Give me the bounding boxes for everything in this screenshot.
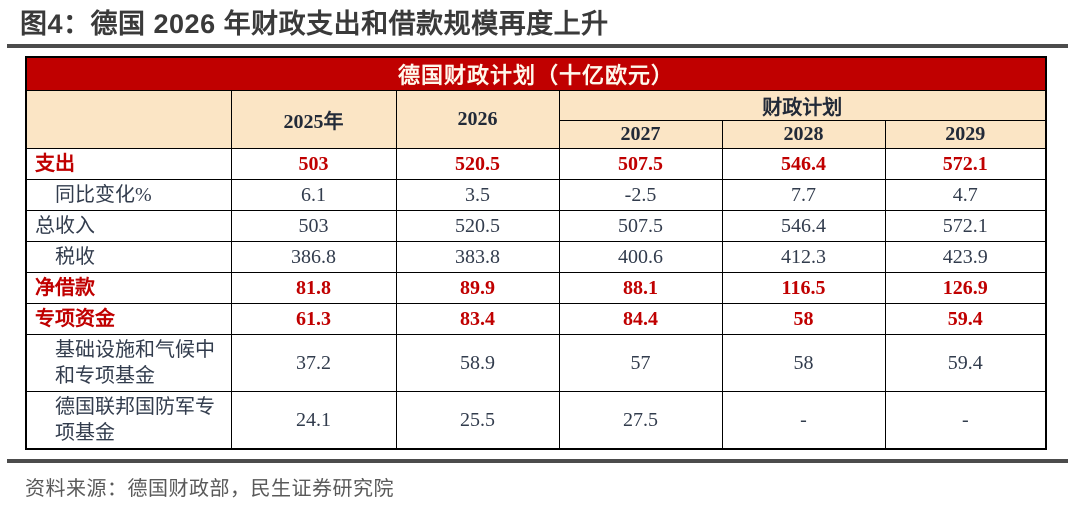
col-header-2029: 2029	[884, 120, 1047, 149]
table-cell: 61.3	[230, 303, 397, 335]
table-row: 基础设施和气候中 和专项基金 37.2 58.9 57 58 59.4	[25, 334, 1047, 392]
row-label: 税收	[25, 241, 232, 273]
table-row: 专项资金 61.3 83.4 84.4 58 59.4	[25, 303, 1047, 335]
table-cell: 572.1	[884, 210, 1047, 242]
row-label: 基础设施和气候中 和专项基金	[25, 334, 232, 392]
table-cell: 89.9	[395, 272, 560, 304]
table-banner-row: 德国财政计划（十亿欧元）	[25, 56, 1047, 91]
table-cell: 400.6	[558, 241, 723, 273]
table-cell: 7.7	[721, 179, 886, 211]
table-cell: 126.9	[884, 272, 1047, 304]
table-title-banner: 德国财政计划（十亿欧元）	[25, 56, 1047, 91]
table-row: 支出 503 520.5 507.5 546.4 572.1	[25, 148, 1047, 180]
table-body: 支出 503 520.5 507.5 546.4 572.1 同比变化% 6.1 3.5-…	[25, 148, 1047, 450]
source-note: 资料来源：德国财政部，民生证券研究院	[25, 478, 394, 500]
table-cell: 58	[721, 334, 886, 392]
table-cell: 572.1	[884, 148, 1047, 180]
row-label: 总收入	[25, 210, 232, 242]
col-header-2028: 2028	[721, 120, 886, 149]
table-cell: 520.5	[395, 210, 560, 242]
table-cell: 116.5	[721, 272, 886, 304]
table-row: 净借款 81.8 89.9 88.1 116.5 126.9	[25, 272, 1047, 304]
table-cell: 546.4	[721, 210, 886, 242]
col-header-2027: 2027	[558, 120, 723, 149]
table-cell: 386.8	[230, 241, 397, 273]
col-group-header-plan: 财政计划	[558, 90, 1047, 121]
table-cell: 58	[721, 303, 886, 335]
top-rule	[7, 44, 1068, 48]
table-cell: 24.1	[230, 391, 397, 450]
table-cell: 88.1	[558, 272, 723, 304]
table-cell: 37.2	[230, 334, 397, 392]
table-cell: 25.5	[395, 391, 560, 450]
table-cell: -	[884, 391, 1047, 450]
table-row: 德国联邦国防军专 项基金 24.1 25.5 27.5- -	[25, 391, 1047, 450]
row-label: 德国联邦国防军专 项基金	[25, 391, 232, 450]
fiscal-table: 德国财政计划（十亿欧元） 2025年 2026 财政计划 2027 2028 2…	[25, 56, 1048, 450]
table-cell: 57	[558, 334, 723, 392]
row-label: 专项资金	[25, 303, 232, 335]
table-cell: 520.5	[395, 148, 560, 180]
table-cell: 84.4	[558, 303, 723, 335]
table-cell: -	[721, 391, 886, 450]
col-header-2025: 2025年	[230, 90, 397, 149]
row-label: 净借款	[25, 272, 232, 304]
table-cell: 412.3	[721, 241, 886, 273]
table-header-row-group: 2025年 2026 财政计划	[25, 90, 1047, 149]
table-cell: 6.1	[230, 179, 397, 211]
row-label: 支出	[25, 148, 232, 180]
table-cell: 503	[230, 148, 397, 180]
table-cell: 81.8	[230, 272, 397, 304]
table-row: 税收 386.8 383.8 400.6 412.3 423.9	[25, 241, 1047, 273]
table-cell: 4.7	[884, 179, 1047, 211]
table-cell: 503	[230, 210, 397, 242]
corner-cell	[25, 90, 232, 149]
table-row: 同比变化% 6.1 3.5 -2.5 7.7 4.7	[25, 179, 1047, 211]
table-cell: 58.9	[395, 334, 560, 392]
table-cell: 507.5	[558, 210, 723, 242]
table-cell: 3.5	[395, 179, 560, 211]
table-cell: 383.8	[395, 241, 560, 273]
table-cell: 507.5	[558, 148, 723, 180]
bottom-rule	[7, 459, 1068, 463]
table-cell: 546.4	[721, 148, 886, 180]
figure-title: 图4：德国 2026 年财政支出和借款规模再度上升	[20, 9, 609, 39]
table-row: 总收入 503 520.5 507.5 546.4 572.1	[25, 210, 1047, 242]
table-cell: 423.9	[884, 241, 1047, 273]
col-header-2026: 2026	[395, 90, 560, 149]
table-cell: 59.4	[884, 303, 1047, 335]
table-cell: -2.5	[558, 179, 723, 211]
table-cell: 59.4	[884, 334, 1047, 392]
table-cell: 27.5	[558, 391, 723, 450]
row-label: 同比变化%	[25, 179, 232, 211]
table-cell: 83.4	[395, 303, 560, 335]
table-header-row-years: 2027 2028 2029	[26, 120, 1047, 149]
